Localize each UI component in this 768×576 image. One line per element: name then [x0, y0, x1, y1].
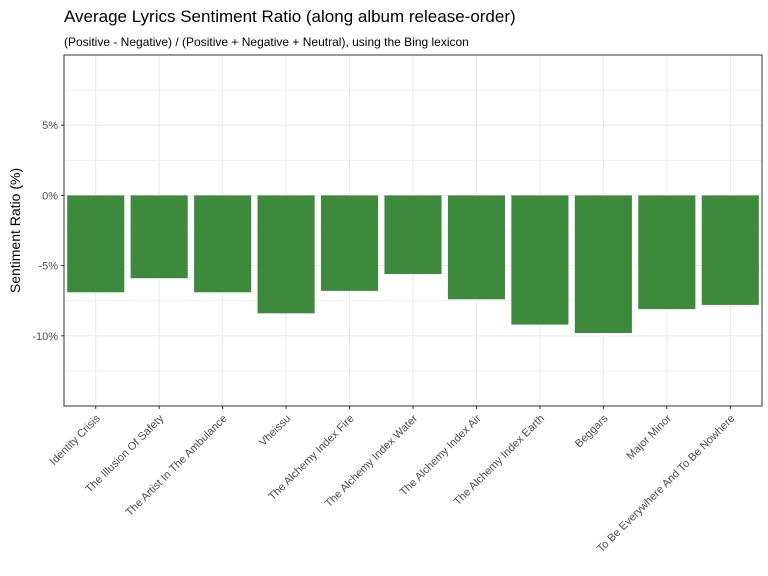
bars [67, 195, 759, 333]
bar [320, 195, 379, 291]
x-tick-label: The Artist In The Ambulance [124, 413, 230, 519]
bar [257, 195, 315, 314]
bar [194, 195, 252, 293]
y-tick-label: -10% [32, 331, 58, 343]
bar [511, 195, 569, 325]
bar [67, 195, 125, 293]
x-tick-label: Beggars [573, 412, 611, 450]
chart-title: Average Lyrics Sentiment Ratio (along al… [64, 7, 516, 26]
bar [130, 195, 188, 279]
y-tick-label: 5% [42, 120, 58, 132]
chart-subtitle: (Positive - Negative) / (Positive + Nega… [64, 35, 469, 49]
x-tick-label: Vheissu [257, 413, 293, 449]
y-tick-label: -5% [38, 261, 58, 273]
x-tick-label: To Be Everywhere And To Be Nowhere [595, 413, 737, 555]
bar [638, 195, 696, 310]
bar [447, 195, 506, 300]
y-tick-label: 0% [42, 190, 58, 202]
bar [384, 195, 442, 275]
bar [701, 195, 759, 305]
x-tick-label: Identity Crisis [48, 412, 104, 468]
y-axis-label: Sentiment Ratio (%) [7, 168, 23, 293]
x-tick-label: Major Minor [624, 412, 674, 462]
bar [574, 195, 632, 333]
y-axis: -10% -5% 0% 5% [32, 120, 64, 343]
